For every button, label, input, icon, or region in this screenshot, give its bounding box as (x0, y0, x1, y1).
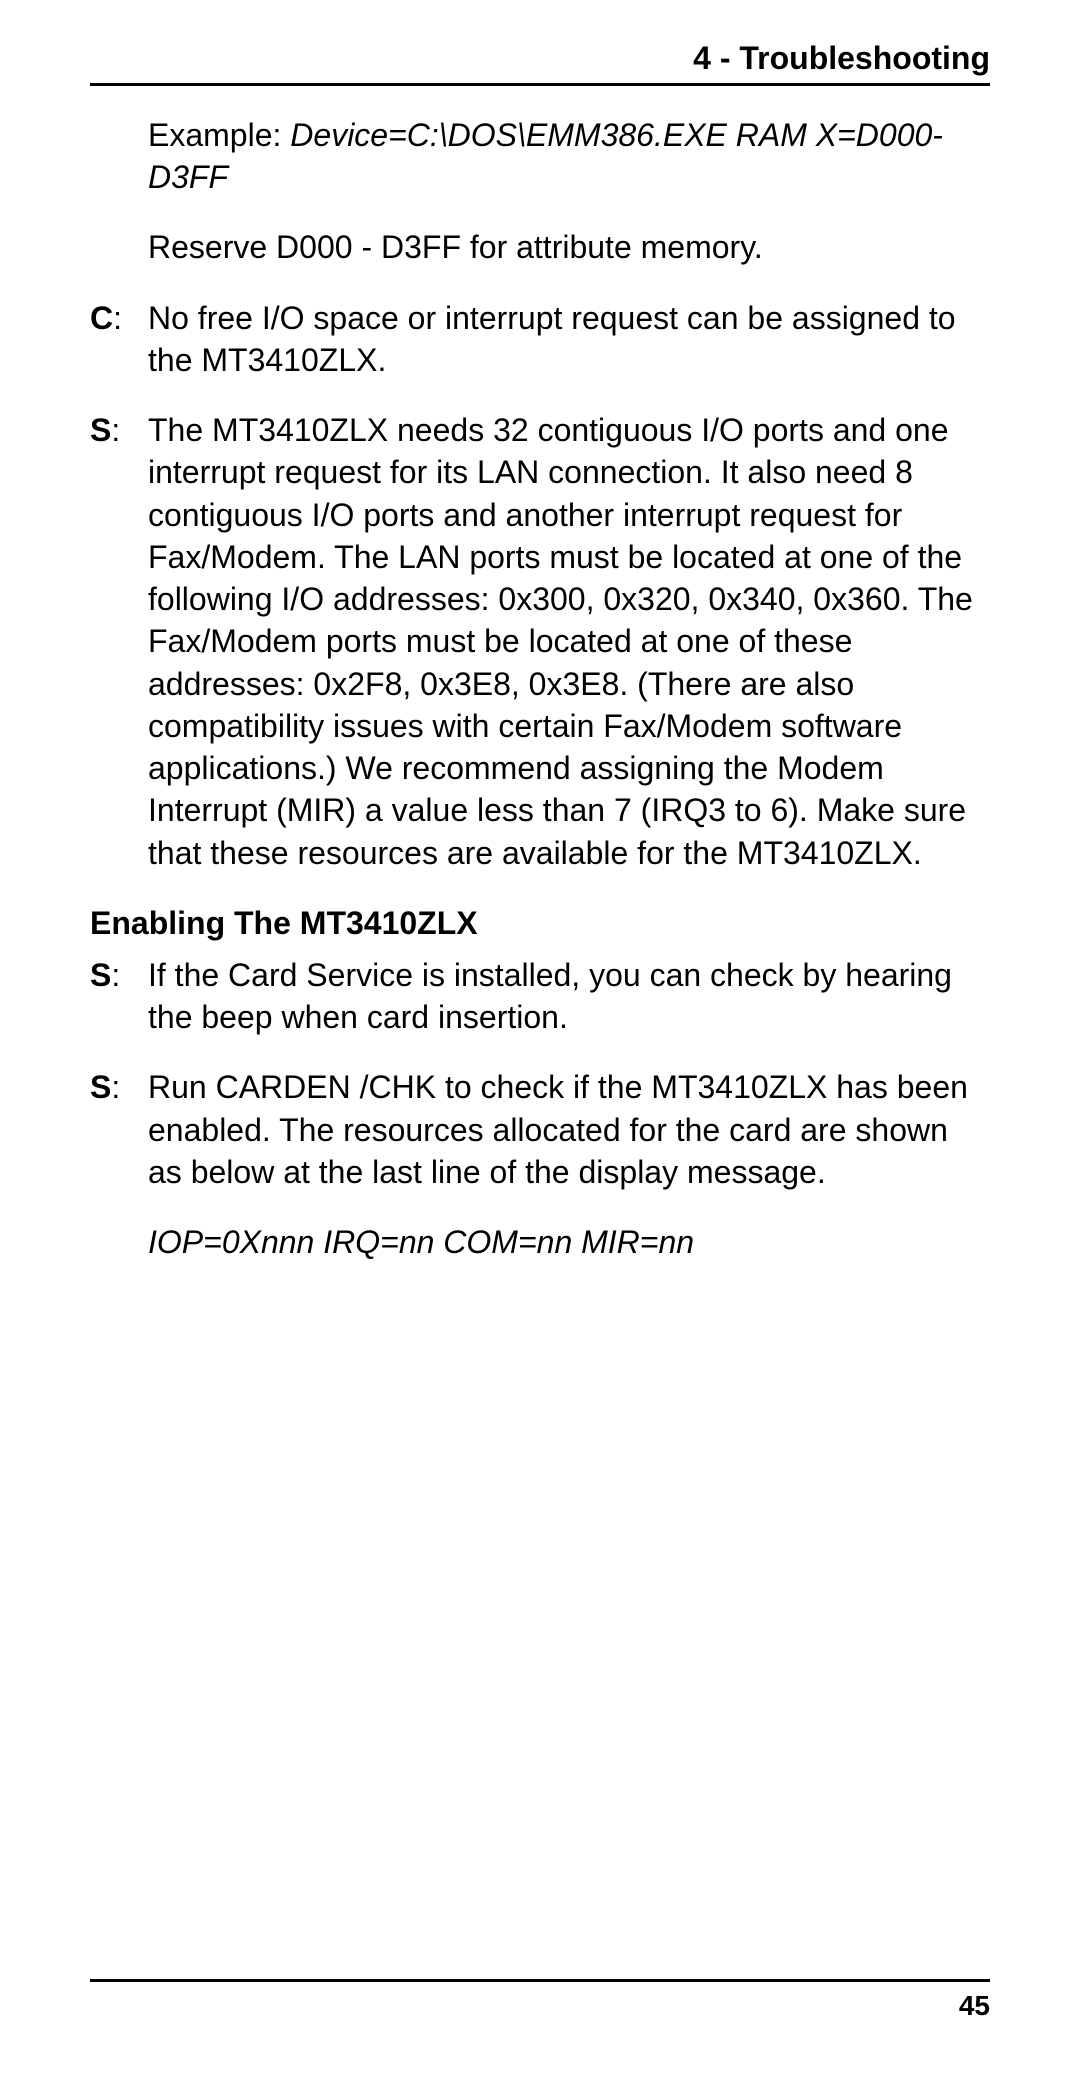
example-text: Example: Device=C:\DOS\EMM386.EXE RAM X=… (148, 114, 990, 198)
output-line: IOP=0Xnnn IRQ=nn COM=nn MIR=nn (148, 1221, 990, 1263)
item-c-label: C: (90, 297, 148, 381)
output-block: IOP=0Xnnn IRQ=nn COM=nn MIR=nn (90, 1221, 990, 1263)
item-s2: S: If the Card Service is installed, you… (90, 954, 990, 1038)
item-s2-text: If the Card Service is installed, you ca… (148, 954, 990, 1038)
example-block: Example: Device=C:\DOS\EMM386.EXE RAM X=… (90, 114, 990, 198)
page-footer: 45 (90, 1979, 990, 2022)
page: 4 - Troubleshooting Example: Device=C:\D… (0, 0, 1080, 2082)
header-rule (90, 83, 990, 86)
item-s3-label: S: (90, 1066, 148, 1193)
footer-rule (90, 1979, 990, 1982)
item-s2-label: S: (90, 954, 148, 1038)
reserve-text: Reserve D000 - D3FF for attribute memory… (148, 226, 990, 268)
item-s3: S: Run CARDEN /CHK to check if the MT341… (90, 1066, 990, 1193)
item-s1-label: S: (90, 409, 148, 874)
item-s1: S: The MT3410ZLX needs 32 contiguous I/O… (90, 409, 990, 874)
section-title: Enabling The MT3410ZLX (90, 902, 990, 944)
reserve-block: Reserve D000 - D3FF for attribute memory… (90, 226, 990, 268)
item-c: C: No free I/O space or interrupt reques… (90, 297, 990, 381)
item-c-text: No free I/O space or interrupt request c… (148, 297, 990, 381)
example-prefix: Example: (148, 117, 290, 153)
item-s3-text: Run CARDEN /CHK to check if the MT3410ZL… (148, 1066, 990, 1193)
item-s1-text: The MT3410ZLX needs 32 contiguous I/O po… (148, 409, 990, 874)
page-content: Example: Device=C:\DOS\EMM386.EXE RAM X=… (90, 114, 990, 1979)
page-header: 4 - Troubleshooting (90, 40, 990, 83)
page-number: 45 (90, 1990, 990, 2022)
